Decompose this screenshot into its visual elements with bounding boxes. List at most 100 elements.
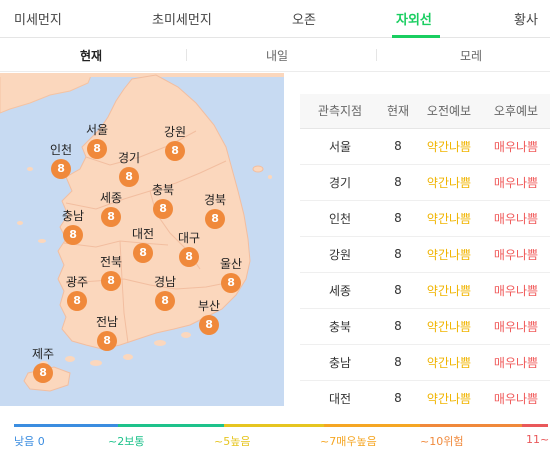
uv-map: 서울 8 인천 8 경기 8 강원 8 세종 8 충북 8 경북 8 충남 8 … xyxy=(0,73,284,406)
region-jeju[interactable]: 제주 8 xyxy=(32,347,54,383)
region-sejong[interactable]: 세종 8 xyxy=(100,191,122,227)
tab-today[interactable]: 현재 xyxy=(80,49,103,63)
table-row: 충남 8 약간나쁨 매우나쁨 xyxy=(300,344,550,381)
station-table: 관측지점 현재 오전예보 오후예보 서울 8 약간나쁨 매우나쁨 경기 8 약간… xyxy=(300,94,550,406)
region-gyeongbuk[interactable]: 경북 8 xyxy=(204,193,226,229)
legend-bar-very-high xyxy=(324,424,420,427)
region-label: 강원 xyxy=(164,125,187,139)
tab-yellow-dust[interactable]: 황사 xyxy=(514,13,538,28)
station-table-container[interactable]: 관측지점 현재 오전예보 오후예보 서울 8 약간나쁨 매우나쁨 경기 8 약간… xyxy=(300,94,550,406)
pm-forecast: 매우나쁨 xyxy=(482,164,550,201)
region-label: 인천 xyxy=(50,143,73,157)
region-label: 전남 xyxy=(96,315,119,329)
region-value-badge: 8 xyxy=(205,209,226,229)
am-forecast: 약간나쁨 xyxy=(416,308,482,345)
am-forecast: 약간나쁨 xyxy=(416,128,482,165)
region-value-badge: 8 xyxy=(199,315,220,335)
region-value-badge: 8 xyxy=(51,159,72,179)
tab-uv[interactable]: 자외선 xyxy=(396,13,432,28)
region-gangwon[interactable]: 강원 8 xyxy=(164,125,186,161)
region-label: 세종 xyxy=(100,191,123,205)
region-label: 대전 xyxy=(132,227,155,241)
region-gyeonggi[interactable]: 경기 8 xyxy=(118,151,140,187)
region-label: 전북 xyxy=(100,255,123,269)
pm-forecast: 매우나쁨 xyxy=(482,236,550,273)
region-gyeongnam[interactable]: 경남 8 xyxy=(154,275,176,311)
table-row: 서울 8 약간나쁨 매우나쁨 xyxy=(300,128,550,165)
current-value: 8 xyxy=(380,272,416,309)
region-gwangju[interactable]: 광주 8 xyxy=(66,275,88,311)
legend-label-extreme: 11~ xyxy=(526,433,550,446)
region-label: 경북 xyxy=(204,193,227,207)
region-value-badge: 8 xyxy=(63,225,84,245)
pm-forecast: 매우나쁨 xyxy=(482,380,550,406)
legend-label-danger: ~10위험 xyxy=(420,435,464,448)
region-seoul[interactable]: 서울 8 xyxy=(86,123,108,159)
region-label: 서울 xyxy=(86,123,109,137)
station-name: 인천 xyxy=(300,200,380,237)
region-value-badge: 8 xyxy=(165,141,186,161)
am-forecast: 약간나쁨 xyxy=(416,380,482,406)
region-label: 충북 xyxy=(152,183,175,197)
station-name: 세종 xyxy=(300,272,380,309)
region-incheon[interactable]: 인천 8 xyxy=(50,143,72,179)
day-tab-bar: 현재 내일 모레 xyxy=(0,38,550,72)
region-label: 대구 xyxy=(178,231,201,245)
region-daegu[interactable]: 대구 8 xyxy=(178,231,200,267)
tab-ultrafine-dust[interactable]: 초미세먼지 xyxy=(152,13,212,28)
legend-bar-high xyxy=(224,424,324,427)
current-value: 8 xyxy=(380,308,416,345)
top-tab-bar: 미세먼지 초미세먼지 오존 자외선 황사 xyxy=(0,0,550,38)
current-value: 8 xyxy=(380,200,416,237)
pm-forecast: 매우나쁨 xyxy=(482,308,550,345)
region-chungnam[interactable]: 충남 8 xyxy=(62,209,84,245)
active-tab-indicator xyxy=(392,35,440,38)
region-value-badge: 8 xyxy=(155,291,176,311)
current-value: 8 xyxy=(380,344,416,381)
tab-day-after-tomorrow[interactable]: 모레 xyxy=(460,49,483,63)
region-busan[interactable]: 부산 8 xyxy=(198,299,220,335)
table-row: 대전 8 약간나쁨 매우나쁨 xyxy=(300,380,550,406)
region-value-badge: 8 xyxy=(179,247,200,267)
table-row: 인천 8 약간나쁨 매우나쁨 xyxy=(300,200,550,237)
region-ulsan[interactable]: 울산 8 xyxy=(220,257,242,293)
am-forecast: 약간나쁨 xyxy=(416,272,482,309)
subtab-divider xyxy=(376,49,377,61)
subtab-divider xyxy=(186,49,187,61)
table-header-row: 관측지점 현재 오전예보 오후예보 xyxy=(300,94,550,129)
am-forecast: 약간나쁨 xyxy=(416,236,482,273)
uv-index-legend: 낮음 0 ~2보통 ~5높음 ~7매우높음 ~10위험 11~ xyxy=(0,406,550,460)
station-name: 강원 xyxy=(300,236,380,273)
station-name: 경기 xyxy=(300,164,380,201)
region-label: 부산 xyxy=(198,299,221,313)
column-header-station: 관측지점 xyxy=(300,94,380,129)
station-name: 충북 xyxy=(300,308,380,345)
region-value-badge: 8 xyxy=(33,363,54,383)
region-jeonnam[interactable]: 전남 8 xyxy=(96,315,118,351)
region-value-badge: 8 xyxy=(87,139,108,159)
tab-tomorrow[interactable]: 내일 xyxy=(266,49,289,63)
region-label: 충남 xyxy=(62,209,85,223)
region-jeonbuk[interactable]: 전북 8 xyxy=(100,255,122,291)
legend-bar-low xyxy=(14,424,118,427)
legend-label-very-high: ~7매우높음 xyxy=(320,435,377,448)
region-chungbuk[interactable]: 충북 8 xyxy=(152,183,174,219)
region-daejeon[interactable]: 대전 8 xyxy=(132,227,154,263)
legend-bar-extreme xyxy=(522,424,548,427)
region-value-badge: 8 xyxy=(133,243,154,263)
pm-forecast: 매우나쁨 xyxy=(482,272,550,309)
legend-label-high: ~5높음 xyxy=(214,435,251,448)
current-value: 8 xyxy=(380,236,416,273)
region-value-badge: 8 xyxy=(101,271,122,291)
column-header-am-forecast: 오전예보 xyxy=(416,94,482,129)
current-value: 8 xyxy=(380,164,416,201)
tab-ozone[interactable]: 오존 xyxy=(292,13,316,28)
pm-forecast: 매우나쁨 xyxy=(482,200,550,237)
tab-fine-dust[interactable]: 미세먼지 xyxy=(14,13,62,28)
station-name: 충남 xyxy=(300,344,380,381)
table-row: 세종 8 약간나쁨 매우나쁨 xyxy=(300,272,550,309)
legend-label-normal: ~2보통 xyxy=(108,435,145,448)
am-forecast: 약간나쁨 xyxy=(416,164,482,201)
region-value-badge: 8 xyxy=(101,207,122,227)
table-row: 충북 8 약간나쁨 매우나쁨 xyxy=(300,308,550,345)
